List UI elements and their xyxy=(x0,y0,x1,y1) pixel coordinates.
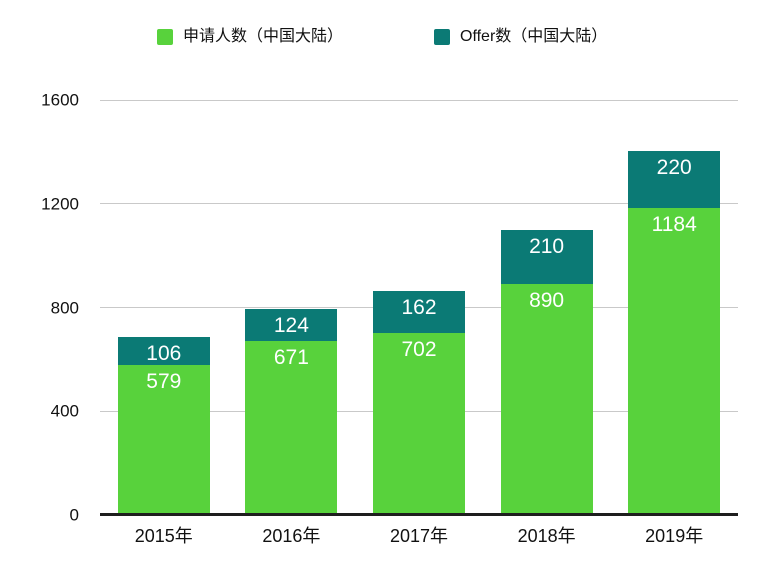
value-label-offers: 210 xyxy=(529,234,565,258)
value-label-applicants: 1184 xyxy=(651,212,697,236)
bar-2015年: 106 579 xyxy=(117,337,210,515)
value-label-offers: 124 xyxy=(273,313,309,337)
bar-segment-applicants: 579 xyxy=(117,364,210,515)
bar-segment-offers: 220 xyxy=(628,150,721,208)
bar-segment-applicants: 890 xyxy=(500,284,593,515)
legend-swatch-applicants xyxy=(157,29,173,45)
y-tick-label-1200: 1200 xyxy=(41,194,79,214)
y-tick-label-1600: 1600 xyxy=(41,90,79,110)
y-tick-label-0: 0 xyxy=(69,505,79,525)
x-tick-label-2017年: 2017年 xyxy=(389,526,448,546)
y-tick-label-800: 800 xyxy=(50,298,79,317)
legend-label-offers: Offer数（中国大陆） xyxy=(460,28,608,45)
plot-area: 0 400 800 1200 1600 106 579 2015年 124 671 2016年 162… xyxy=(41,92,738,546)
bar-segment-offers: 210 xyxy=(500,229,593,285)
value-label-applicants: 671 xyxy=(273,345,309,369)
value-label-applicants: 579 xyxy=(146,369,182,393)
value-label-offers: 162 xyxy=(401,295,437,319)
legend-item-applicants: 申请人数（中国大陆） xyxy=(157,29,343,45)
bar-segment-applicants: 671 xyxy=(245,340,338,515)
gridline-1200 xyxy=(100,203,738,205)
gridline-1600 xyxy=(100,99,738,101)
legend-swatch-offers xyxy=(434,29,450,45)
legend-label-applicants: 申请人数（中国大陆） xyxy=(183,28,344,45)
bar-segment-applicants: 702 xyxy=(373,332,465,515)
x-tick-label-2015年: 2015年 xyxy=(134,526,193,546)
x-tick-label-2019年: 2019年 xyxy=(645,526,704,546)
value-label-applicants: 702 xyxy=(401,337,437,361)
bar-segment-applicants: 1184 xyxy=(628,207,721,515)
bar-segment-offers: 162 xyxy=(373,290,465,333)
bar-2019年: 220 1184 xyxy=(628,150,721,515)
bar-2018年: 210 890 xyxy=(500,229,593,515)
x-tick-label-2018年: 2018年 xyxy=(517,526,576,546)
value-label-applicants: 890 xyxy=(529,289,565,313)
value-label-offers: 220 xyxy=(656,155,692,179)
legend-item-offers: Offer数（中国大陆） xyxy=(434,29,607,45)
x-axis-line xyxy=(100,513,738,516)
value-label-offers: 106 xyxy=(146,342,182,366)
x-tick-label-2016年: 2016年 xyxy=(262,526,321,546)
bar-2017年: 162 702 xyxy=(373,290,465,515)
bar-segment-offers: 106 xyxy=(117,337,210,366)
bar-segment-offers: 124 xyxy=(245,308,338,341)
bar-2016年: 124 671 xyxy=(245,308,338,515)
y-tick-label-400: 400 xyxy=(50,401,79,421)
